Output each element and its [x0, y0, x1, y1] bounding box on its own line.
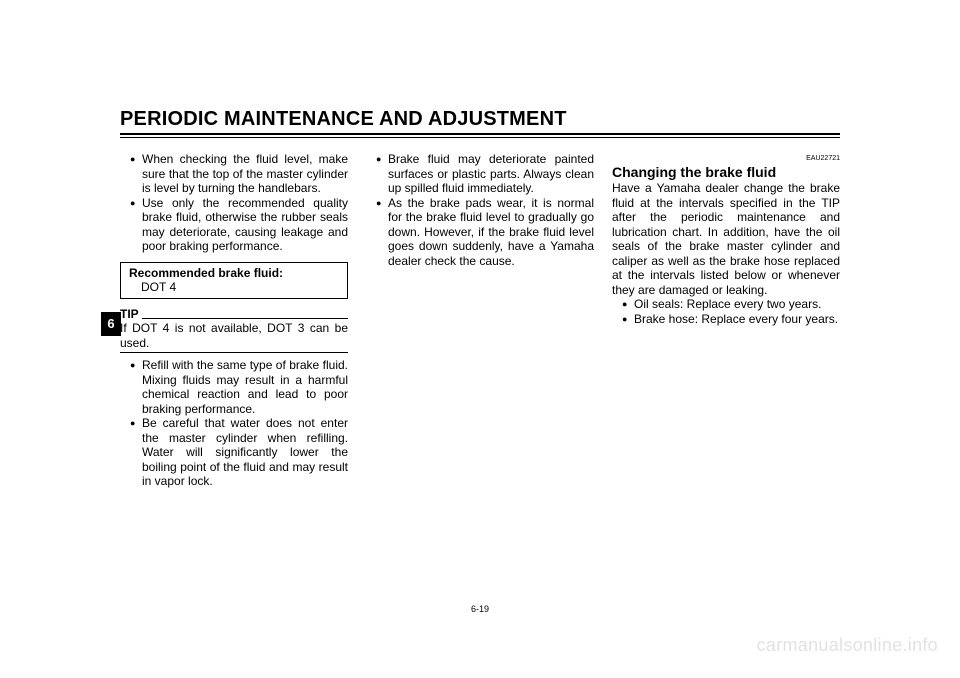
- bullet-text: Use only the recommended quality brake f…: [142, 196, 348, 254]
- section-heading: Changing the brake fluid: [612, 165, 840, 180]
- bullet-icon: ●: [376, 196, 388, 269]
- bullet-text: Refill with the same type of brake fluid…: [142, 358, 348, 416]
- bullet-icon: ●: [622, 297, 634, 312]
- spec-value: DOT 4: [129, 280, 339, 295]
- bullet-text: Brake fluid may deteriorate painted surf…: [388, 152, 594, 196]
- watermark: carmanualsonline.info: [757, 635, 938, 656]
- spec-label: Recommended brake fluid:: [129, 266, 339, 281]
- list-item: ● As the brake pads wear, it is normal f…: [376, 196, 594, 269]
- list-item: ● Refill with the same type of brake flu…: [130, 358, 348, 416]
- bullet-icon: ●: [130, 416, 142, 489]
- bullet-icon: ●: [622, 312, 634, 327]
- intro-paragraph: Have a Yamaha dealer change the brake fl…: [612, 181, 840, 297]
- bullet-icon: ●: [376, 152, 388, 196]
- list-item: ● Brake fluid may deteriorate painted su…: [376, 152, 594, 196]
- column-2: ● Brake fluid may deteriorate painted su…: [366, 152, 594, 489]
- page-title: PERIODIC MAINTENANCE AND ADJUSTMENT: [120, 108, 840, 131]
- list-item: ● Use only the recommended quality brake…: [130, 196, 348, 254]
- bullet-icon: ●: [130, 358, 142, 416]
- list-item: ● Be careful that water does not enter t…: [130, 416, 348, 489]
- list-item: ● When checking the fluid level, make su…: [130, 152, 348, 196]
- header-rule: [120, 133, 840, 138]
- spec-box: Recommended brake fluid: DOT 4: [120, 262, 348, 299]
- list-item: ● Brake hose: Replace every four years.: [622, 312, 840, 327]
- tip-body: If DOT 4 is not available, DOT 3 can be …: [120, 321, 348, 350]
- bullet-text: Oil seals: Replace every two years.: [634, 297, 840, 312]
- bullet-icon: ●: [130, 152, 142, 196]
- bullet-text: Be careful that water does not enter the…: [142, 416, 348, 489]
- tip-head: TIP: [120, 307, 139, 322]
- page-number: 6-19: [0, 604, 960, 614]
- bullet-icon: ●: [130, 196, 142, 254]
- tip-rule: [142, 318, 348, 319]
- tip-end-rule: [120, 352, 348, 353]
- bullet-text: Brake hose: Replace every four years.: [634, 312, 840, 327]
- tip-block: TIP If DOT 4 is not available, DOT 3 can…: [120, 307, 348, 354]
- column-3: EAU22721 Changing the brake fluid Have a…: [612, 152, 840, 489]
- chapter-tab: 6: [101, 312, 121, 336]
- column-1: ● When checking the fluid level, make su…: [120, 152, 348, 489]
- bullet-text: When checking the fluid level, make sure…: [142, 152, 348, 196]
- bullet-text: As the brake pads wear, it is normal for…: [388, 196, 594, 269]
- manual-page: PERIODIC MAINTENANCE AND ADJUSTMENT 6 ● …: [0, 0, 960, 678]
- list-item: ● Oil seals: Replace every two years.: [622, 297, 840, 312]
- content-columns: ● When checking the fluid level, make su…: [120, 152, 840, 489]
- page-header: PERIODIC MAINTENANCE AND ADJUSTMENT: [120, 108, 840, 138]
